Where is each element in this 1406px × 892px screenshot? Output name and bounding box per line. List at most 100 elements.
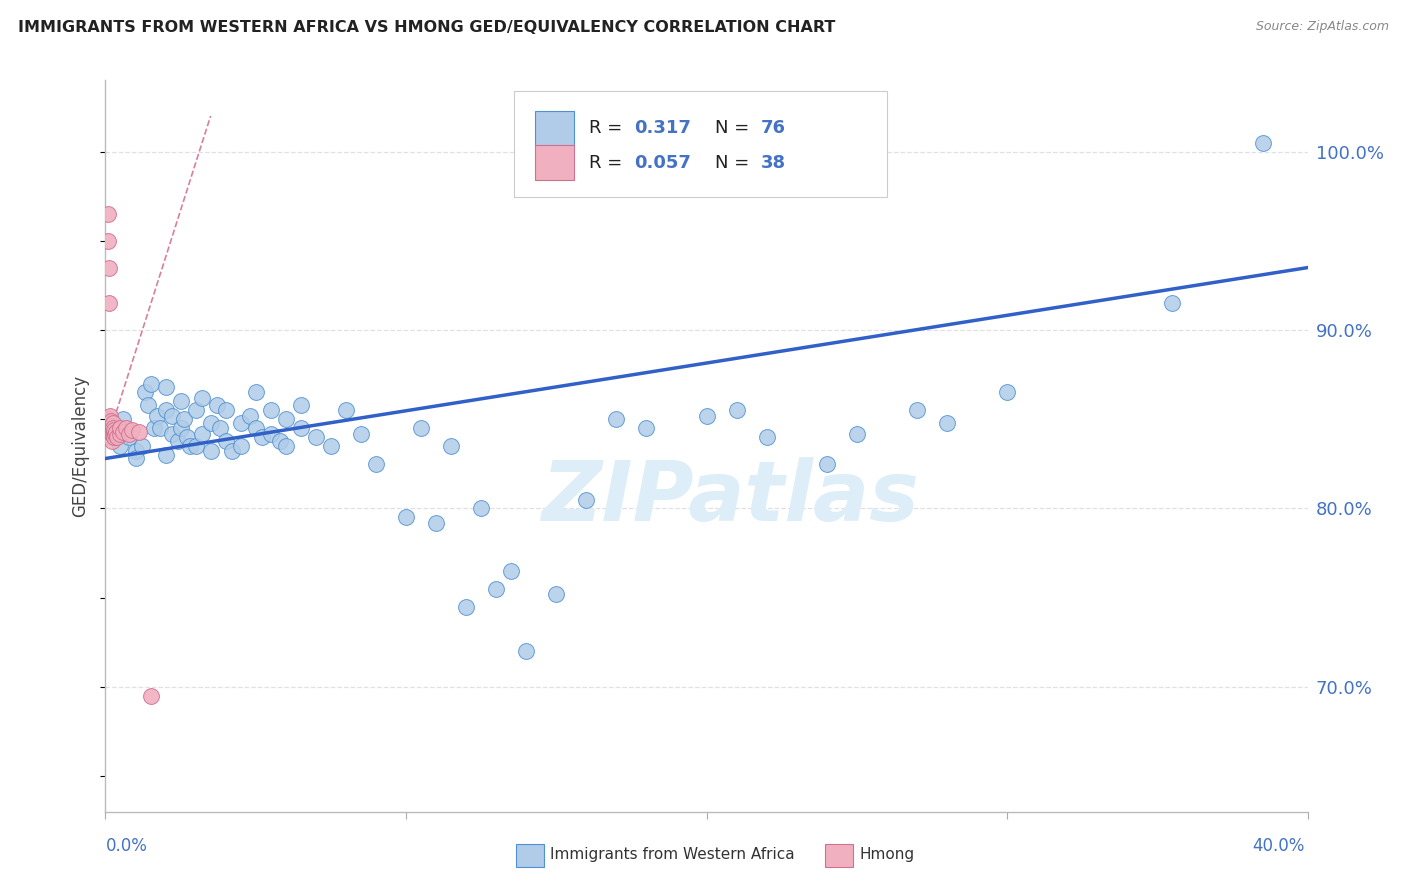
Point xyxy=(98,260,121,275)
Point xyxy=(290,421,312,435)
Text: 38: 38 xyxy=(761,154,786,172)
Point xyxy=(350,426,373,441)
Point xyxy=(97,207,120,221)
Text: Immigrants from Western Africa: Immigrants from Western Africa xyxy=(550,847,794,862)
Point xyxy=(305,430,328,444)
Point xyxy=(440,439,463,453)
Point xyxy=(101,426,124,441)
Point xyxy=(575,492,598,507)
Point xyxy=(115,421,138,435)
Point xyxy=(103,421,125,435)
Point xyxy=(103,425,125,439)
Point xyxy=(269,434,291,448)
Point xyxy=(470,501,492,516)
Point xyxy=(190,391,212,405)
Point xyxy=(501,564,523,578)
Text: IMMIGRANTS FROM WESTERN AFRICA VS HMONG GED/EQUIVALENCY CORRELATION CHART: IMMIGRANTS FROM WESTERN AFRICA VS HMONG … xyxy=(18,20,835,35)
Point xyxy=(260,403,283,417)
Point xyxy=(98,296,121,310)
Point xyxy=(100,425,122,439)
Point xyxy=(98,416,121,430)
Point xyxy=(364,457,387,471)
Point xyxy=(605,412,627,426)
Point xyxy=(173,412,195,426)
Text: Hmong: Hmong xyxy=(859,847,914,862)
Point xyxy=(319,439,342,453)
Point xyxy=(260,426,283,441)
Point xyxy=(118,426,141,441)
Point xyxy=(98,426,121,441)
Point xyxy=(96,421,118,435)
Point xyxy=(229,439,252,453)
Point xyxy=(1161,296,1184,310)
Point xyxy=(250,430,273,444)
Point xyxy=(136,398,159,412)
Point xyxy=(1251,136,1274,150)
Text: ZIPatlas: ZIPatlas xyxy=(541,457,920,538)
FancyBboxPatch shape xyxy=(515,91,887,197)
Point xyxy=(815,457,838,471)
Text: 76: 76 xyxy=(761,120,786,137)
Text: Source: ZipAtlas.com: Source: ZipAtlas.com xyxy=(1256,20,1389,33)
Point xyxy=(142,421,165,435)
Text: 0.317: 0.317 xyxy=(634,120,692,137)
Point xyxy=(905,403,928,417)
Point xyxy=(214,434,236,448)
Text: 40.0%: 40.0% xyxy=(1253,837,1305,855)
Point xyxy=(395,510,418,524)
Point xyxy=(160,409,183,423)
Point xyxy=(155,380,177,394)
Point xyxy=(200,416,222,430)
Point xyxy=(409,421,432,435)
Point xyxy=(148,421,170,435)
Point xyxy=(103,421,125,435)
Point xyxy=(98,416,121,430)
Point xyxy=(103,430,125,444)
Point xyxy=(636,421,658,435)
Point xyxy=(200,444,222,458)
Point xyxy=(208,421,231,435)
Point xyxy=(128,425,150,439)
Point xyxy=(139,376,162,391)
Point xyxy=(184,403,207,417)
Point xyxy=(103,423,125,437)
FancyBboxPatch shape xyxy=(534,111,574,145)
Point xyxy=(98,421,121,435)
Point xyxy=(97,234,120,248)
Point xyxy=(335,403,357,417)
Point xyxy=(110,439,132,453)
Point xyxy=(221,444,243,458)
Point xyxy=(97,412,120,426)
Point xyxy=(515,644,537,658)
Point xyxy=(139,689,162,703)
Point xyxy=(169,421,191,435)
Point xyxy=(696,409,718,423)
Point xyxy=(274,439,297,453)
Point xyxy=(166,434,188,448)
Text: R =: R = xyxy=(589,120,627,137)
Point xyxy=(118,430,141,444)
Point xyxy=(160,426,183,441)
Point xyxy=(229,416,252,430)
Point xyxy=(124,451,146,466)
Point xyxy=(112,412,135,426)
Point xyxy=(101,421,124,435)
Point xyxy=(101,434,124,448)
Text: N =: N = xyxy=(714,120,755,137)
Point xyxy=(456,599,478,614)
Point xyxy=(155,448,177,462)
Point xyxy=(121,423,143,437)
Point xyxy=(239,409,262,423)
Point xyxy=(134,385,156,400)
Point xyxy=(485,582,508,596)
Point xyxy=(169,394,191,409)
Point xyxy=(112,425,135,439)
Point xyxy=(100,425,122,439)
Point xyxy=(179,439,201,453)
Point xyxy=(176,430,198,444)
Point xyxy=(100,414,122,428)
Text: R =: R = xyxy=(589,154,627,172)
Point xyxy=(184,439,207,453)
Text: 0.057: 0.057 xyxy=(634,154,692,172)
Point xyxy=(100,419,122,434)
